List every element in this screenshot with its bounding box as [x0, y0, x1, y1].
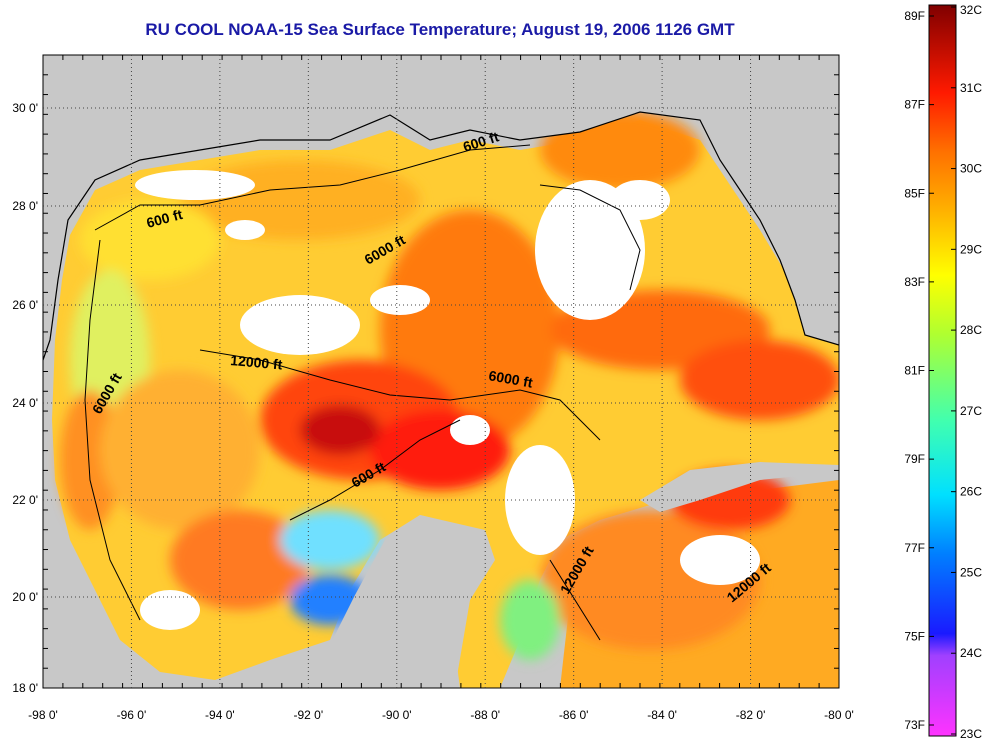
y-tick-label: 26 0': [12, 298, 38, 312]
celsius-label: 29C: [960, 242, 982, 256]
celsius-label: 31C: [960, 81, 982, 95]
celsius-label: 25C: [960, 565, 982, 579]
fahrenheit-label: 83F: [904, 275, 925, 289]
land-cuba: [640, 462, 839, 512]
contour-line-east: [539, 184, 641, 291]
celsius-label: 32C: [960, 3, 982, 17]
x-tick-label: -94 0': [205, 708, 235, 722]
sst-field: [60, 110, 839, 660]
celsius-label: 30C: [960, 162, 982, 176]
contour-line-6000-central: [199, 349, 601, 441]
land-yucatan: [215, 515, 495, 688]
fahrenheit-label: 87F: [904, 98, 925, 112]
y-tick-label: 18 0': [12, 681, 38, 695]
fahrenheit-label: 85F: [904, 186, 925, 200]
x-tick-label: -90 0': [382, 708, 412, 722]
fahrenheit-label: 81F: [904, 364, 925, 378]
contour-label: 6000 ft: [487, 367, 534, 391]
contour-line-600-south: [289, 419, 461, 521]
bathymetry-contours: [84, 144, 641, 641]
colorbar-labels: 89F 87F 85F 83F 81F 79F 77F 75F 73F 32C 31C 30C 29C 2…: [904, 3, 982, 741]
fahrenheit-label: 77F: [904, 541, 925, 555]
chart-title: RU COOL NOAA-15 Sea Surface Temperature;…: [145, 20, 735, 39]
map-gridlines: [42, 54, 840, 689]
celsius-label: 27C: [960, 404, 982, 418]
contour-line-600-north: [94, 144, 531, 231]
cloud-mask: [135, 170, 760, 630]
contour-label: 12000 ft: [230, 352, 284, 373]
coastline: [43, 111, 839, 361]
contour-line-12000-south: [549, 559, 601, 641]
fahrenheit-label: 75F: [904, 629, 925, 643]
celsius-label: 23C: [960, 727, 982, 741]
land-florida: [700, 55, 839, 345]
celsius-label: 24C: [960, 646, 982, 660]
celsius-label: 28C: [960, 323, 982, 337]
celsius-label: 26C: [960, 485, 982, 499]
x-tick-label: -84 0': [647, 708, 677, 722]
x-tick-label: -96 0': [117, 708, 147, 722]
fahrenheit-label: 89F: [904, 9, 925, 23]
axis-tick-labels: -98 0' -96 0' -94 0' -92 0' -90 0' -88 0' -86 …: [12, 101, 853, 722]
x-tick-label: -92 0': [294, 708, 324, 722]
x-tick-label: -82 0': [736, 708, 766, 722]
y-tick-label: 24 0': [12, 396, 38, 410]
fahrenheit-label: 79F: [904, 452, 925, 466]
y-tick-label: 30 0': [12, 101, 38, 115]
contour-line-6000-west: [84, 239, 141, 621]
x-tick-label: -88 0': [470, 708, 500, 722]
fahrenheit-label: 73F: [904, 718, 925, 732]
y-tick-label: 28 0': [12, 199, 38, 213]
y-tick-label: 22 0': [12, 493, 38, 507]
x-tick-label: -98 0': [28, 708, 58, 722]
y-tick-label: 20 0': [12, 590, 38, 604]
x-tick-label: -86 0': [559, 708, 589, 722]
x-tick-label: -80 0': [824, 708, 854, 722]
land-north-coast: [43, 55, 700, 360]
